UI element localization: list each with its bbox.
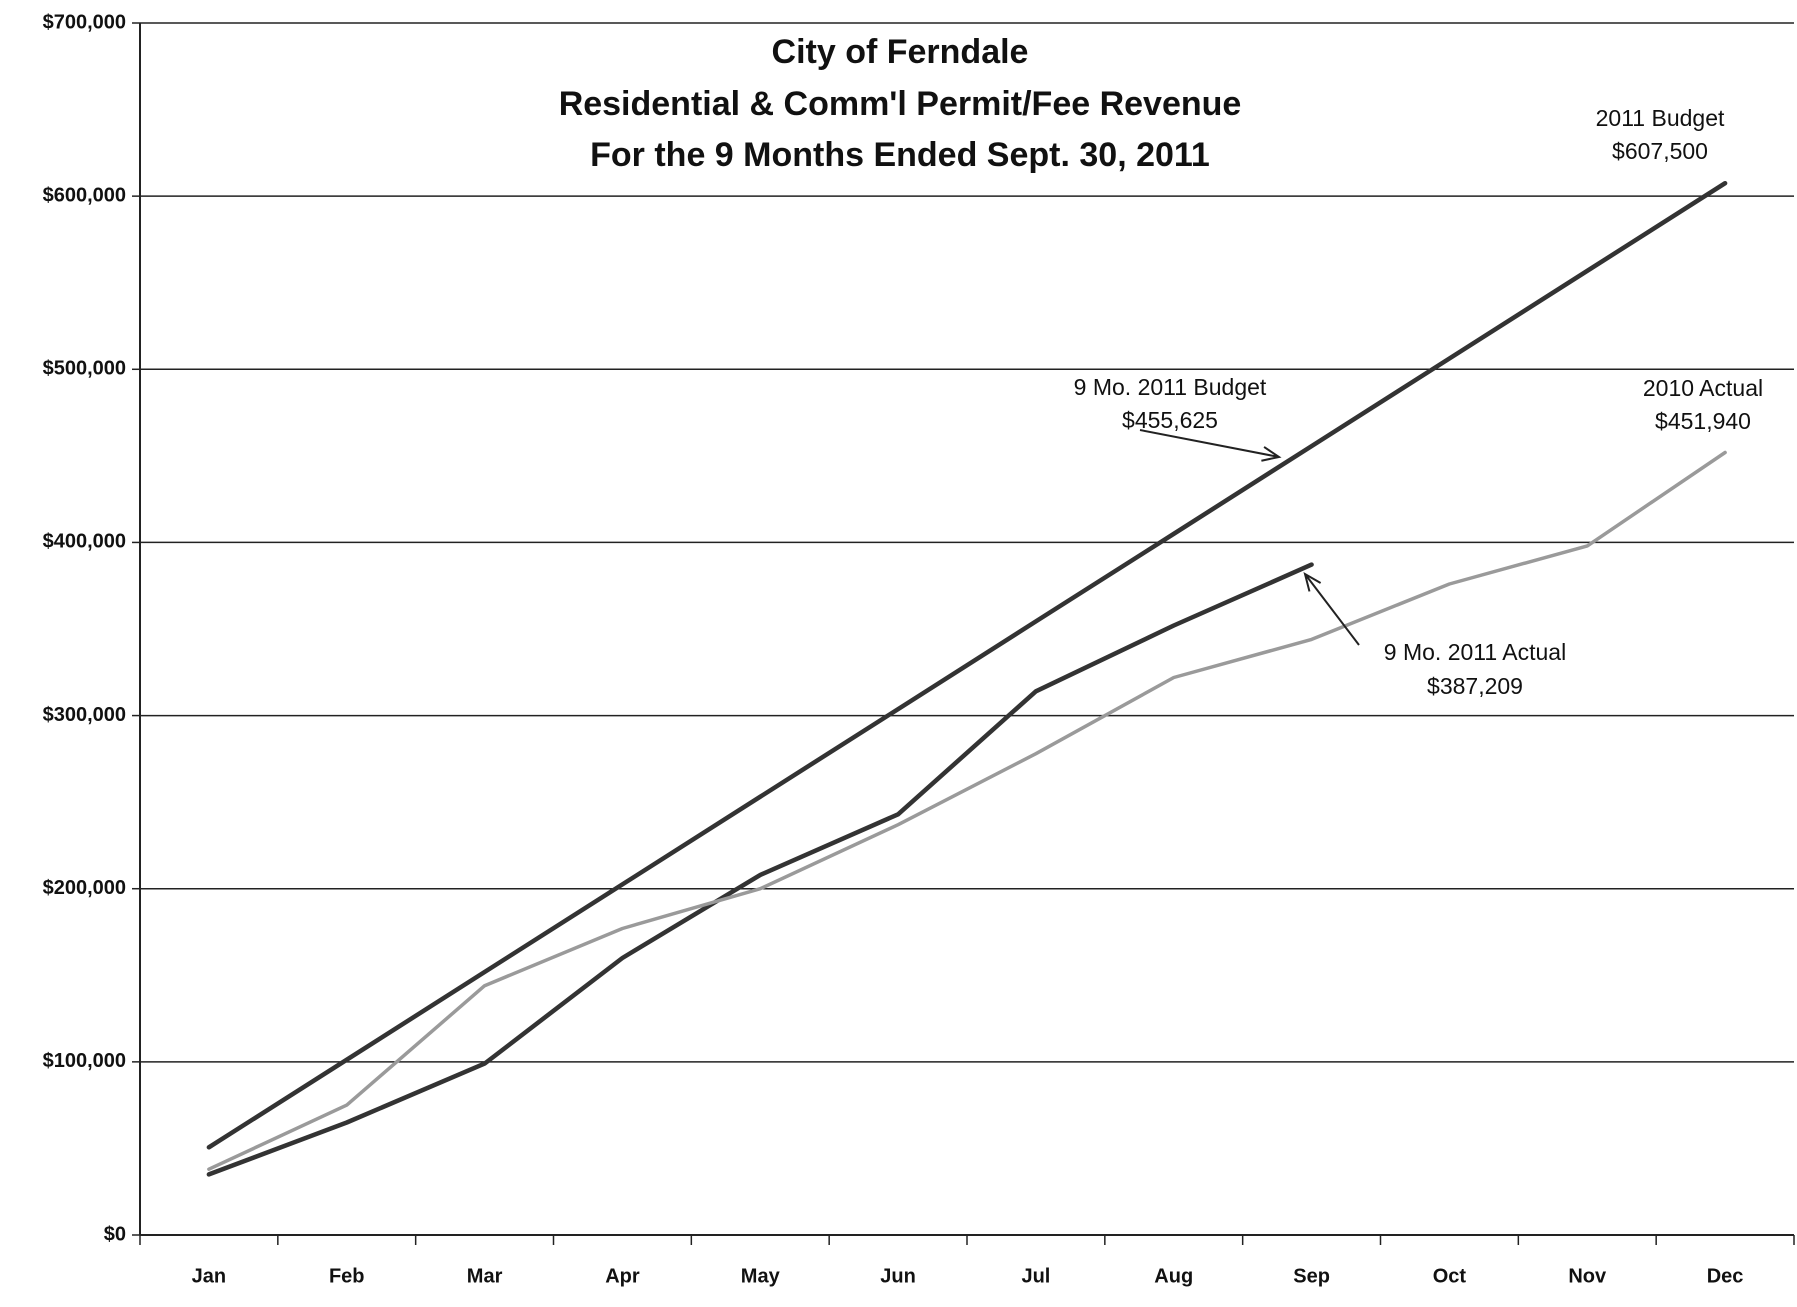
x-tick-label: Sep [1293, 1265, 1330, 1287]
annotation-arrow [1139, 429, 1282, 462]
y-tick-label: $700,000 [43, 11, 126, 33]
annotation: 9 Mo. 2011 Budget [1074, 374, 1267, 400]
x-tick-label: Feb [329, 1265, 365, 1287]
y-tick-label: $200,000 [43, 877, 126, 899]
data-label: $607,500 [1612, 138, 1708, 164]
x-tick-label: Jul [1021, 1265, 1050, 1287]
data-label: $387,209 [1427, 673, 1523, 699]
data-label: $455,625 [1122, 407, 1218, 433]
y-tick-label: $300,000 [43, 704, 126, 726]
x-tick-label: Nov [1568, 1265, 1607, 1287]
annotation-arrow [1303, 571, 1360, 646]
annotation: 2011 Budget [1596, 105, 1725, 131]
annotation: 2010 Actual [1643, 375, 1763, 401]
x-tick-label: Apr [605, 1265, 640, 1287]
x-tick-label: Aug [1154, 1265, 1193, 1287]
annotation: 9 Mo. 2011 Actual [1384, 639, 1566, 665]
y-tick-label: $100,000 [43, 1050, 126, 1072]
y-tick-label: $600,000 [43, 184, 126, 206]
y-tick-label: $400,000 [43, 531, 126, 553]
series-line [206, 562, 1314, 1177]
x-tick-label: May [741, 1265, 781, 1287]
x-tick-label: Jan [192, 1265, 226, 1287]
y-tick-label: $500,000 [43, 358, 126, 380]
chart-title: Residential & Comm'l Permit/Fee Revenue [559, 85, 1242, 123]
data-label: $451,940 [1655, 408, 1751, 434]
y-tick-label: $0 [104, 1223, 126, 1245]
series-line [206, 180, 1728, 1150]
chart-title: City of Ferndale [772, 33, 1029, 71]
x-tick-label: Jun [880, 1265, 916, 1287]
chart-title: For the 9 Months Ended Sept. 30, 2011 [590, 136, 1210, 174]
series-line [207, 450, 1727, 1171]
x-tick-label: Mar [467, 1265, 503, 1287]
x-tick-label: Oct [1433, 1265, 1467, 1287]
x-tick-label: Dec [1707, 1265, 1744, 1287]
